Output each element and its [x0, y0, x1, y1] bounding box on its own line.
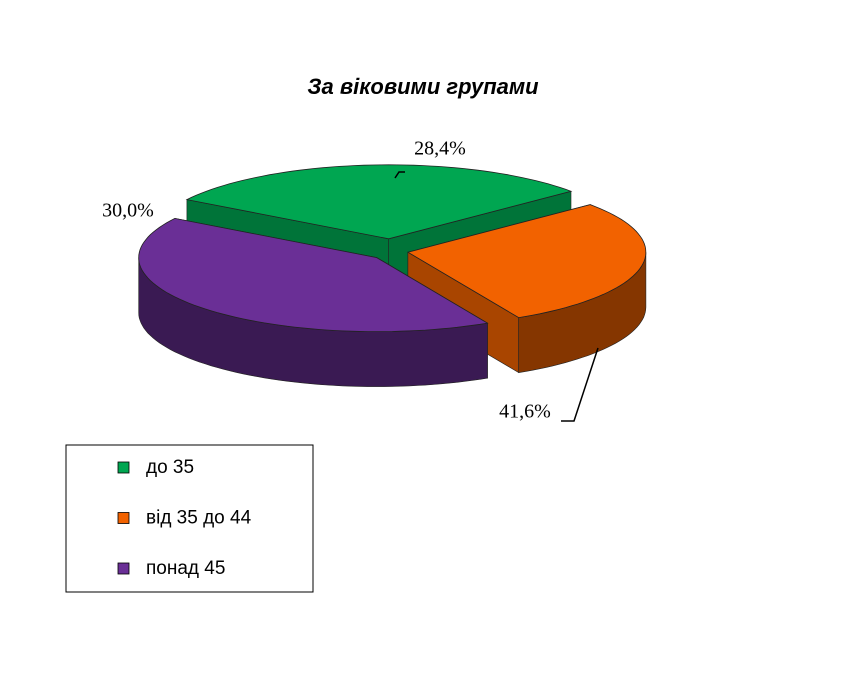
legend: до 35 від 35 до 44 понад 45 — [117, 457, 252, 579]
legend-label: до 35 — [146, 457, 194, 478]
legend-marker — [117, 562, 130, 575]
slice-top — [185, 164, 573, 240]
legend-marker — [117, 461, 130, 474]
data-label: 28,4% — [414, 138, 466, 160]
legend-label: понад 45 — [146, 558, 225, 579]
data-label: 41,6% — [499, 401, 551, 423]
leader-line — [561, 347, 599, 422]
slice — [406, 204, 647, 374]
legend-label: від 35 до 44 — [146, 508, 252, 529]
leader-line — [394, 171, 405, 179]
slice-top — [138, 217, 489, 332]
legend-box — [65, 444, 314, 593]
legend-marker — [117, 512, 130, 524]
slice — [138, 217, 489, 387]
slice-top — [406, 204, 647, 319]
chart-title: За віковими групами — [307, 74, 539, 99]
data-label: 30,0% — [102, 200, 154, 222]
pie — [138, 164, 647, 387]
